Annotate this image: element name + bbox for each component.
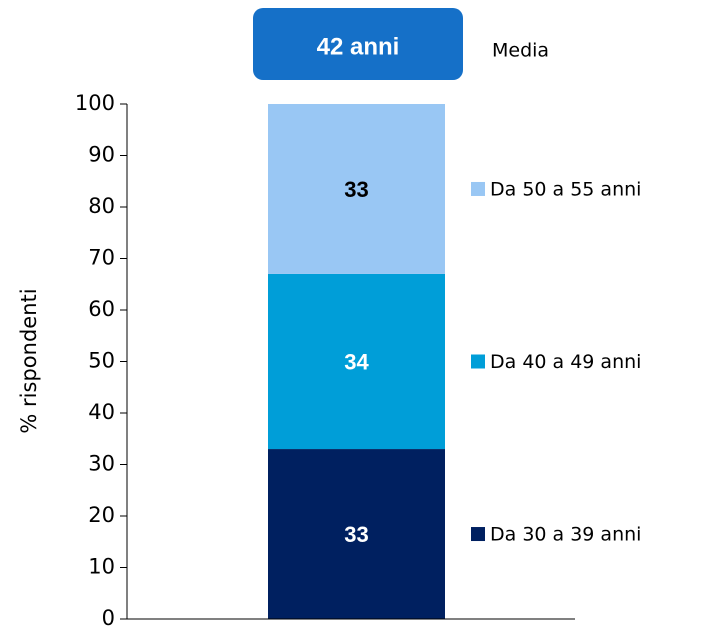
bar-segment: [268, 104, 445, 274]
annotation-box-text: 42 anni: [317, 33, 400, 60]
y-tick-label: 10: [88, 555, 115, 579]
y-tick-label: 90: [88, 143, 115, 167]
y-tick-label: 30: [88, 452, 115, 476]
y-tick-label: 40: [88, 400, 115, 424]
legend-label: Da 40 a 49 anni: [490, 351, 641, 373]
y-tick-label: 50: [88, 349, 115, 373]
bar-segment: [268, 449, 445, 619]
value-label: 33: [344, 522, 368, 547]
y-axis-label: % rispondenti: [17, 288, 41, 433]
y-tick-label: 100: [75, 91, 115, 115]
value-label: 34: [344, 349, 369, 374]
legend-label: Da 30 a 39 anni: [490, 524, 641, 546]
annotation-label: Media: [492, 40, 549, 62]
value-label: 33: [344, 177, 368, 202]
legend-swatch: [471, 354, 485, 369]
y-tick-label: 0: [102, 606, 115, 626]
annotation-box: [253, 8, 463, 80]
y-tick-label: 70: [88, 246, 115, 270]
y-tick-label: 20: [88, 503, 115, 527]
bar-segment: [268, 273, 445, 450]
y-tick-label: 80: [88, 194, 115, 218]
y-tick-label: 60: [88, 297, 115, 321]
legend-swatch: [471, 181, 485, 196]
legend-label: Da 50 a 55 anni: [490, 178, 641, 200]
legend-swatch: [471, 527, 485, 542]
